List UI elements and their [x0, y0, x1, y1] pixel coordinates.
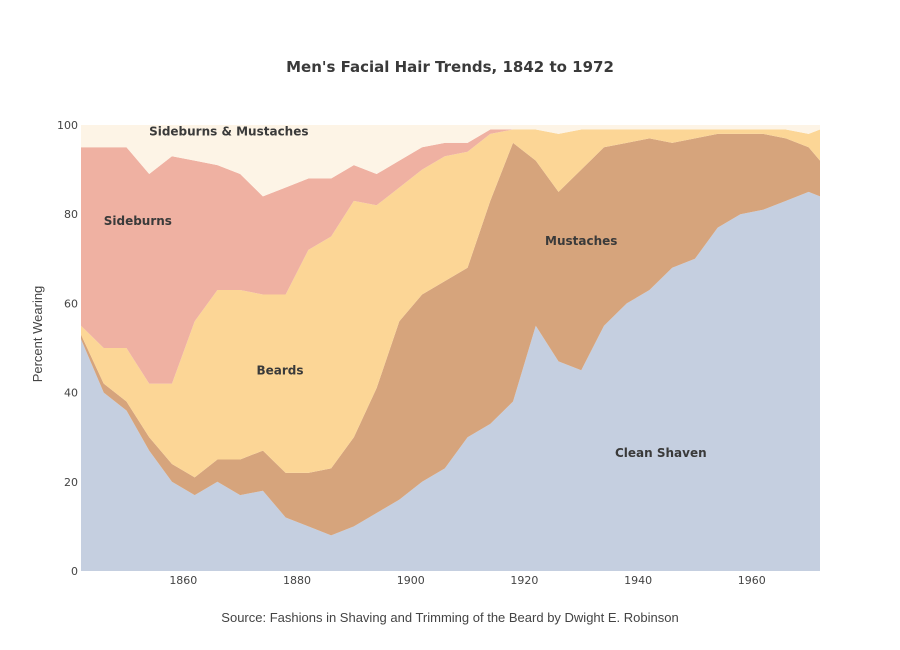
area-label-beards: Beards: [256, 363, 303, 377]
area-sideburns-mustaches: [81, 125, 820, 197]
y-tick-label: 60: [64, 297, 78, 310]
x-axis-ticks: 1860 1880 1900 1920 1940 1960: [169, 574, 765, 587]
x-tick-label: 1920: [510, 574, 538, 587]
stacked-areas: [81, 125, 820, 571]
y-axis-ticks: 0 20 40 60 80 100: [57, 119, 78, 578]
area-label-clean-shaven: Clean Shaven: [615, 446, 707, 460]
y-tick-label: 20: [64, 476, 78, 489]
area-beards: [81, 129, 820, 478]
x-tick-label: 1960: [738, 574, 766, 587]
area-label-mustaches: Mustaches: [545, 234, 617, 248]
area-labels: Sideburns & Mustaches Sideburns Beards Must…: [104, 125, 707, 460]
chart-title: Men's Facial Hair Trends, 1842 to 1972: [286, 58, 614, 76]
x-tick-label: 1880: [283, 574, 311, 587]
area-clean-shaven: [81, 191, 820, 571]
x-tick-label: 1940: [624, 574, 652, 587]
y-tick-label: 100: [57, 119, 78, 132]
x-tick-label: 1900: [397, 574, 425, 587]
y-tick-label: 0: [71, 565, 78, 578]
y-tick-label: 80: [64, 208, 78, 221]
y-axis-title: Percent Wearing: [30, 286, 45, 383]
x-tick-label: 1860: [169, 574, 197, 587]
area-mustaches: [81, 133, 820, 536]
area-sideburns: [81, 129, 820, 384]
area-label-sideburns-mustaches: Sideburns & Mustaches: [149, 125, 308, 139]
source-note: Source: Fashions in Shaving and Trimming…: [221, 610, 678, 625]
y-tick-label: 40: [64, 387, 78, 400]
area-label-sideburns: Sideburns: [104, 214, 172, 228]
